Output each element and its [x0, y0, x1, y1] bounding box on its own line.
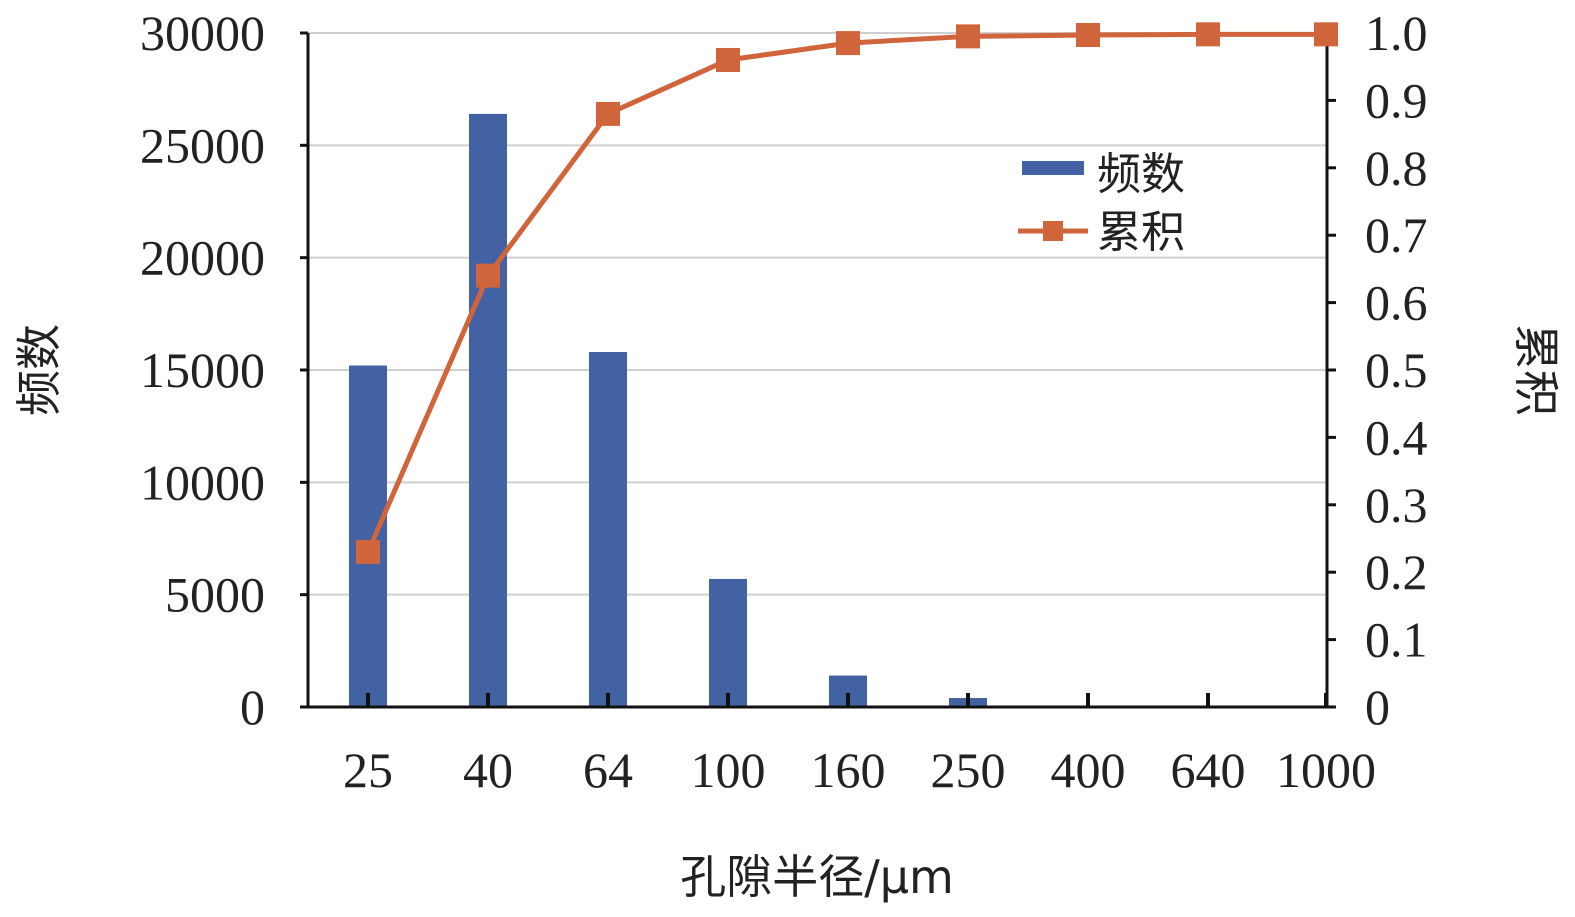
x-tick-label: 160 — [811, 742, 886, 798]
cumulative-point — [956, 24, 980, 49]
right-tick-label: 0.6 — [1365, 275, 1428, 331]
legend-label-cumulative: 累积 — [1097, 207, 1185, 258]
right-tick-label: 0.2 — [1365, 544, 1428, 600]
cumulative-point — [1314, 22, 1338, 47]
legend-swatch-bar — [1022, 161, 1084, 175]
x-tick-label: 100 — [691, 742, 766, 798]
x-tick-label: 250 — [931, 742, 1006, 798]
x-tick-label: 400 — [1051, 742, 1126, 798]
axis-ticks: 0 5000 10000 15000 20000 25000 30000 0 0.1 0.2 0.3… — [140, 5, 1428, 798]
left-tick-label: 5000 — [165, 567, 265, 623]
bar-frequency — [589, 352, 627, 707]
right-tick-label: 0.7 — [1365, 207, 1428, 263]
x-axis-label: 孔隙半径/μm — [680, 850, 954, 904]
cumulative-point — [596, 101, 620, 126]
left-tick-label: 10000 — [140, 454, 265, 510]
cumulative-line — [356, 22, 1338, 564]
x-tick-label: 25 — [343, 742, 393, 798]
right-tick-label: 1.0 — [1365, 5, 1428, 61]
right-y-axis-label: 累积 — [1509, 324, 1563, 416]
bar-frequency — [349, 365, 387, 707]
right-tick-label: 0.9 — [1365, 72, 1428, 128]
cumulative-point — [1076, 23, 1100, 48]
left-tick-label: 15000 — [140, 342, 265, 398]
legend-swatch-marker — [1043, 221, 1063, 241]
left-tick-label: 30000 — [140, 5, 265, 61]
cumulative-point — [836, 31, 860, 56]
cumulative-point — [476, 263, 500, 288]
cumulative-point — [356, 539, 380, 564]
cumulative-series-line — [365, 31, 1326, 553]
legend: 频数 累积 — [1018, 149, 1185, 258]
right-tick-label: 0.3 — [1365, 477, 1428, 533]
cumulative-point — [1196, 22, 1220, 47]
legend-label-frequency: 频数 — [1097, 149, 1185, 200]
grid-lines — [308, 32, 1327, 596]
left-tick-label: 0 — [240, 679, 265, 735]
left-y-axis-label: 频数 — [12, 324, 66, 416]
x-tick-label: 64 — [583, 742, 633, 798]
cumulative-point — [716, 47, 740, 72]
left-tick-label: 20000 — [140, 230, 265, 286]
left-tick-label: 25000 — [140, 117, 265, 173]
bar-frequency — [709, 578, 747, 707]
right-tick-label: 0.8 — [1365, 140, 1428, 196]
right-tick-label: 0.4 — [1365, 409, 1428, 465]
x-tick-label: 640 — [1171, 742, 1246, 798]
right-tick-label: 0 — [1365, 679, 1390, 735]
bar-frequency — [469, 113, 507, 707]
x-tick-label: 1000 — [1276, 742, 1376, 798]
right-tick-label: 0.5 — [1365, 342, 1428, 398]
right-tick-label: 0.1 — [1365, 612, 1428, 668]
x-tick-label: 40 — [463, 742, 513, 798]
frequency-bars — [349, 113, 987, 707]
